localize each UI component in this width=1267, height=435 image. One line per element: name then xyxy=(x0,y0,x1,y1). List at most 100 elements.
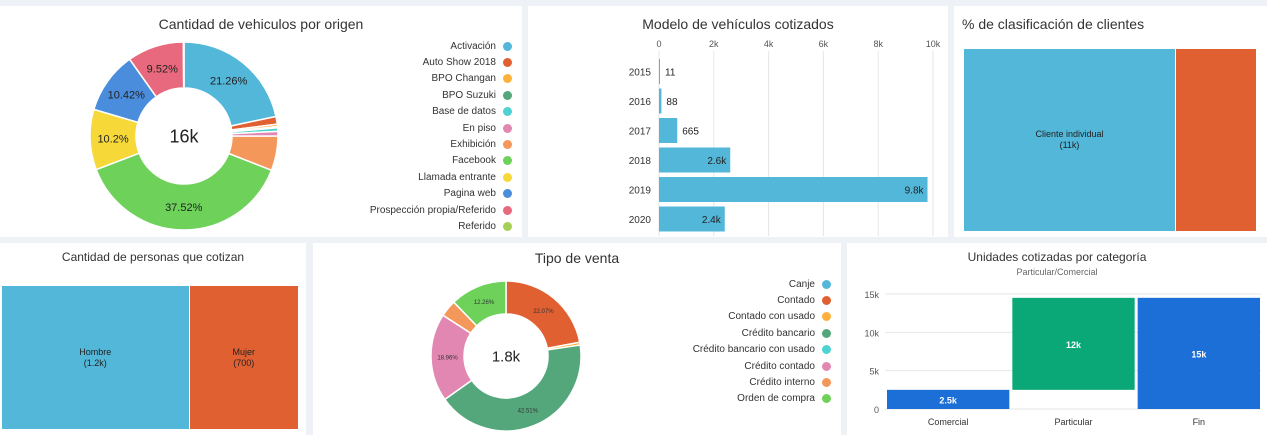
legend-item-activacion[interactable]: Activación xyxy=(322,38,512,54)
legend-label: Crédito bancario xyxy=(741,327,815,339)
y-category-label: 2016 xyxy=(629,97,652,108)
bar-2019[interactable] xyxy=(659,177,928,202)
chart-title: Tipo de venta xyxy=(534,250,620,266)
treemap-cell-label: Hombre (1.2k) xyxy=(2,347,189,369)
bar-value-label: 11 xyxy=(665,68,676,79)
treemap-personas[interactable]: Hombre (1.2k) Mujer (700) xyxy=(2,286,299,429)
legend-label: Activación xyxy=(450,40,496,52)
treemap-cell-other[interactable] xyxy=(1176,49,1256,231)
bar-fin[interactable] xyxy=(1137,297,1260,409)
legend-item-en-piso[interactable]: En piso xyxy=(322,120,512,136)
bar-2018[interactable] xyxy=(659,147,731,173)
legend-item-canje[interactable]: Canje xyxy=(631,276,831,292)
legend-swatch xyxy=(822,296,831,306)
y-category-label: 2020 xyxy=(629,215,652,226)
legend-label: Crédito contado xyxy=(744,360,815,372)
legend-swatch xyxy=(503,90,512,100)
treemap-cell-label: Cliente individual (11k) xyxy=(964,129,1175,151)
panel-unidades-categoria: Unidades cotizadas por categoría Particu… xyxy=(847,243,1267,435)
bar-value-label: 88 xyxy=(666,97,678,108)
bar-2020[interactable] xyxy=(659,206,725,232)
treemap-clientes[interactable]: Cliente individual (11k) xyxy=(964,49,1257,231)
treemap-cell-cliente-individual[interactable]: Cliente individual (11k) xyxy=(964,49,1176,231)
donut-center-label: 1.8k xyxy=(492,348,521,365)
bar-2016[interactable] xyxy=(659,88,662,114)
legend-label: Canje xyxy=(788,278,815,290)
treemap-cell-hombre[interactable]: Hombre (1.2k) xyxy=(2,286,189,429)
bar-2015[interactable] xyxy=(659,59,660,84)
slice-label: 37.52% xyxy=(165,202,203,214)
legend-item-llamada-entrante[interactable]: Llamada entrante xyxy=(322,169,512,185)
legend-swatch xyxy=(822,394,831,404)
legend-item-credito-bancario-con-usado[interactable]: Crédito bancario con usado xyxy=(631,342,831,358)
cell-value: (11k) xyxy=(1059,140,1080,150)
slice-label: 42.51% xyxy=(518,408,539,414)
legend-item-bpo-changan[interactable]: BPO Changan xyxy=(322,71,512,87)
bar-value-label: 9.8k xyxy=(905,186,925,197)
x-tick-label: 4k xyxy=(764,39,774,49)
legend-label: Contado xyxy=(777,295,815,307)
legend-item-facebook[interactable]: Facebook xyxy=(322,153,512,169)
legend-swatch xyxy=(822,328,831,338)
slice-label: 21.26% xyxy=(210,76,248,88)
x-tick-label: 6k xyxy=(819,39,829,49)
chart-subtitle: Particular/Comercial xyxy=(1016,267,1098,277)
legend-swatch xyxy=(503,172,512,182)
bar-comercial[interactable] xyxy=(887,389,1010,409)
slice-referido[interactable] xyxy=(182,41,185,89)
legend-swatch xyxy=(822,312,831,322)
chart-title: % de clasificación de clientes xyxy=(962,16,1145,32)
chart-title: Modelo de vehículos cotizados xyxy=(642,16,834,32)
cell-value: (700) xyxy=(233,357,255,368)
bar-value-label: 15k xyxy=(1191,349,1207,359)
legend-label: Pagina web xyxy=(443,188,496,200)
legend-item-base-de-datos[interactable]: Base de datos xyxy=(322,104,512,120)
slice-orden-de-compra[interactable] xyxy=(452,280,507,327)
legend-label: Referido xyxy=(458,220,496,232)
bar-value-label: 665 xyxy=(682,127,699,138)
slice-label: 10.2% xyxy=(97,134,128,146)
legend-swatch xyxy=(503,140,512,150)
legend-item-credito-contado[interactable]: Crédito contado xyxy=(631,358,831,374)
bar-chart-modelo[interactable]: 0 2k 4k 6k 8k 10k 2015 11 2016 88 2017 665 2018 2.6k 2… xyxy=(528,6,948,237)
treemap-cell-mujer[interactable]: Mujer (700) xyxy=(189,286,298,429)
legend-swatch xyxy=(503,189,512,199)
panel-clasificacion-clientes: % de clasificación de clientes Cliente i… xyxy=(954,6,1267,237)
bar-value-label: 12k xyxy=(1066,340,1082,350)
y-tick-label: 5k xyxy=(869,367,879,377)
slice-label: 18.96% xyxy=(437,355,458,361)
legend-item-contado-con-usado[interactable]: Contado con usado xyxy=(631,309,831,325)
legend-item-exhibicion[interactable]: Exhibición xyxy=(322,136,512,152)
legend-label: Prospección propia/Referido xyxy=(369,204,496,216)
legend-item-referido[interactable]: Referido xyxy=(322,218,512,234)
waterfall-chart-unidades[interactable]: 0 5k 10k 15k 2.5k Comercial 12k Particular 15k Fi… xyxy=(847,243,1267,435)
bar-value-label: 2.6k xyxy=(707,156,727,167)
y-tick-label: 0 xyxy=(874,405,879,415)
legend-item-credito-interno[interactable]: Crédito interno xyxy=(631,374,831,390)
bar-particular[interactable] xyxy=(1012,297,1135,390)
legend-item-pagina-web[interactable]: Pagina web xyxy=(322,186,512,202)
legend-label: Auto Show 2018 xyxy=(422,57,496,69)
slice-facebook[interactable] xyxy=(95,152,273,231)
donut-chart-tipo-venta[interactable]: 22.07% 42.51% 18.96% 12.26% 1.8k xyxy=(313,243,633,435)
legend-item-credito-bancario[interactable]: Crédito bancario xyxy=(631,325,831,341)
chart-title: Cantidad de vehiculos por origen xyxy=(158,16,364,32)
legend-item-contado[interactable]: Contado xyxy=(631,292,831,308)
legend-label: Exhibición xyxy=(450,139,496,151)
legend-label: Contado con usado xyxy=(728,311,815,323)
cell-value: (1.2k) xyxy=(83,357,107,368)
legend-item-auto-show-2018[interactable]: Auto Show 2018 xyxy=(322,54,512,70)
legend-swatch xyxy=(503,74,512,84)
legend-label: Base de datos xyxy=(432,106,496,118)
slice-label: 22.07% xyxy=(533,309,554,315)
legend-item-bpo-suzuki[interactable]: BPO Suzuki xyxy=(322,87,512,103)
bar-2017[interactable] xyxy=(659,118,678,143)
legend-label: BPO Changan xyxy=(431,73,497,85)
legend-item-prospeccion-propia-referido[interactable]: Prospección propia/Referido xyxy=(322,202,512,218)
legend-swatch xyxy=(822,378,831,388)
legend-swatch xyxy=(503,205,512,215)
legend-item-orden-de-compra[interactable]: Orden de compra xyxy=(631,391,831,407)
legend-label: BPO Suzuki xyxy=(442,89,496,101)
donut-chart-origen[interactable]: 21.26% 37.52% 10.2% 10.42% 9.52% 16k xyxy=(0,6,300,237)
slice-credito-bancario[interactable] xyxy=(443,344,582,432)
